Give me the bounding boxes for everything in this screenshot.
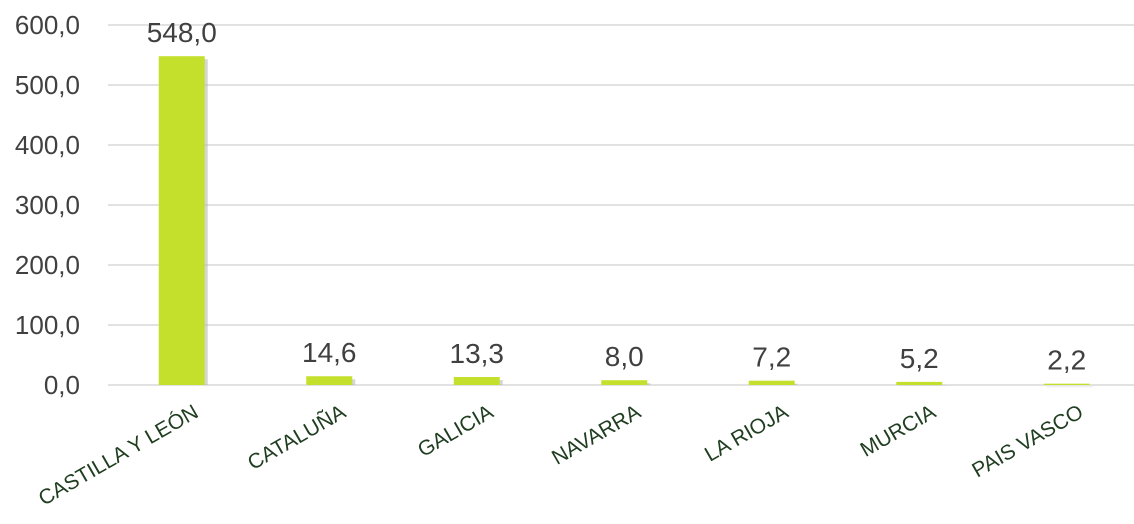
x-tick-label: MURCIA: [857, 400, 940, 461]
bars: [158, 56, 1093, 388]
bar: [601, 380, 648, 385]
data-label: 13,3: [450, 338, 505, 369]
y-tick-label: 400,0: [15, 130, 80, 160]
bar: [1043, 383, 1090, 385]
data-label: 14,6: [302, 337, 357, 368]
x-tick-label: LA RIOJA: [701, 400, 792, 466]
bar: [896, 381, 943, 385]
x-tick-label: CASTILLA Y LEÓN: [35, 400, 203, 510]
x-tick-label: PAIS VASCO: [968, 400, 1087, 482]
data-label: 548,0: [147, 17, 217, 48]
data-label: 5,2: [900, 343, 939, 374]
y-tick-label: 100,0: [15, 310, 80, 340]
y-tick-label: 0,0: [44, 370, 80, 400]
y-tick-label: 500,0: [15, 70, 80, 100]
bar: [306, 376, 353, 385]
x-tick-label: GALICIA: [414, 400, 497, 461]
bar: [158, 56, 205, 385]
bar-shadow: [899, 384, 946, 386]
y-tick-label: 300,0: [15, 190, 80, 220]
x-tick-label: CATALUÑA: [243, 400, 349, 475]
data-label: 2,2: [1047, 345, 1086, 376]
bar: [748, 380, 795, 385]
y-tick-label: 200,0: [15, 250, 80, 280]
y-axis-tick-labels: 0,0 100,0 200,0 300,0 400,0 500,0 600,0: [15, 10, 80, 400]
bar: [453, 377, 500, 385]
data-label: 8,0: [605, 341, 644, 372]
x-axis-tick-labels: CASTILLA Y LEÓN CATALUÑA GALICIA NAVARRA LA …: [35, 400, 1088, 511]
gridlines: [108, 24, 1134, 386]
data-labels: 548,0 14,6 13,3 8,0 7,2 5,2 2,2: [147, 17, 1087, 375]
bar-shadow: [1046, 386, 1093, 388]
y-tick-label: 600,0: [15, 10, 80, 40]
x-tick-label: NAVARRA: [548, 400, 645, 469]
data-label: 7,2: [752, 342, 791, 373]
